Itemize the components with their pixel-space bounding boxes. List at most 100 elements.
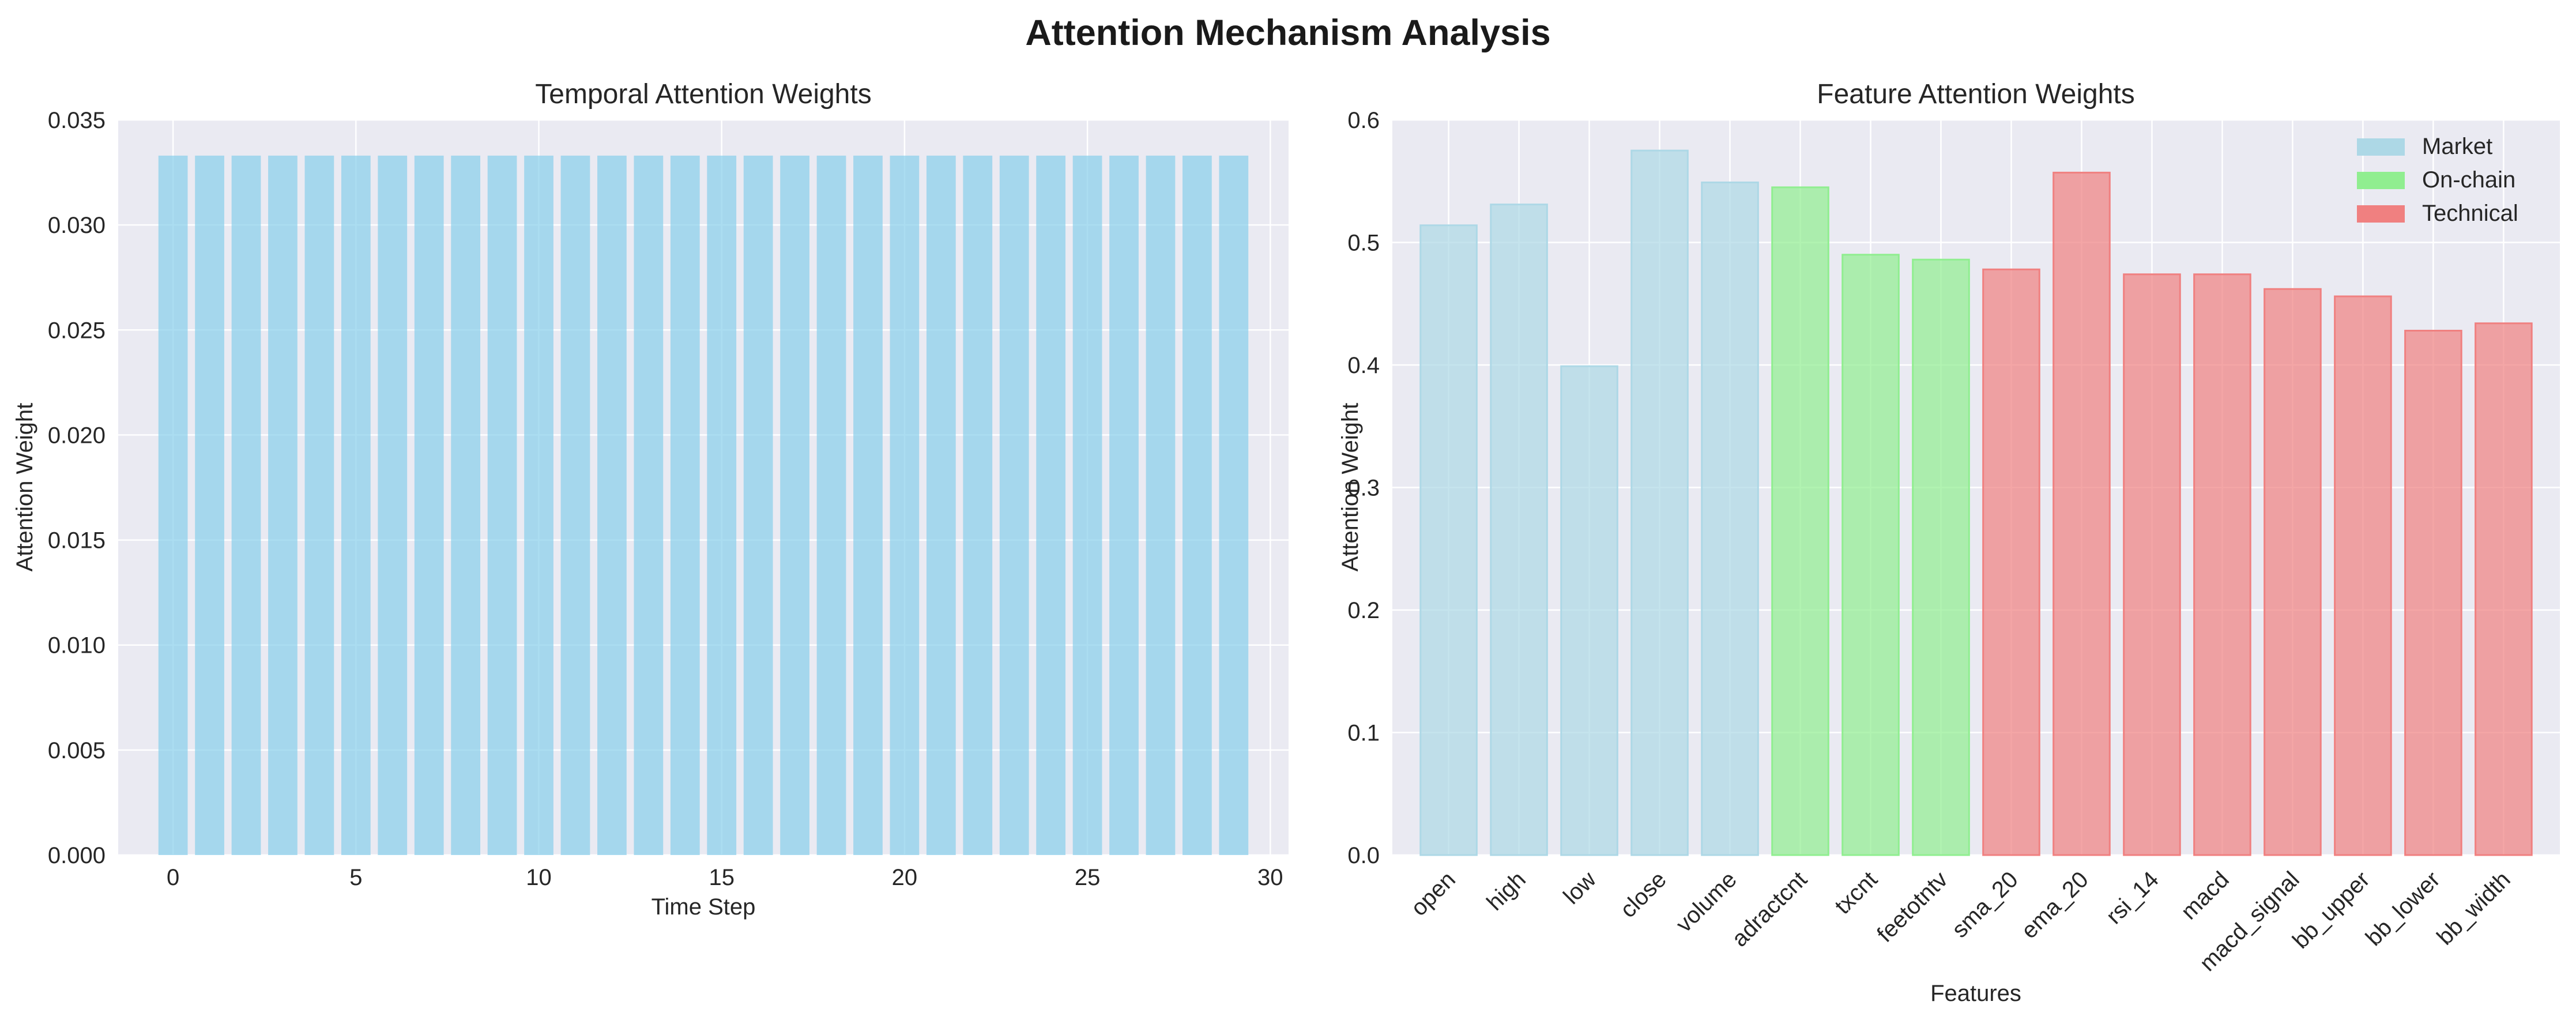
feature-bar-bb-lower bbox=[2404, 330, 2462, 856]
temporal-bar bbox=[414, 155, 444, 855]
feature-x-axis-label: Features bbox=[1930, 981, 2021, 1006]
feature-x-tick-label: high bbox=[1482, 867, 1531, 916]
temporal-bar bbox=[926, 155, 956, 855]
temporal-x-tick-label: 5 bbox=[349, 865, 362, 890]
temporal-bar bbox=[158, 155, 188, 855]
temporal-bar bbox=[195, 155, 224, 855]
figure-title: Attention Mechanism Analysis bbox=[1025, 13, 1550, 53]
temporal-y-tick-label: 0.025 bbox=[48, 318, 106, 343]
feature-bar-open bbox=[1419, 224, 1478, 856]
feature-bar-sma-20 bbox=[1982, 268, 2040, 856]
feature-bar-adractcnt bbox=[1771, 186, 1829, 856]
temporal-bar bbox=[963, 155, 993, 855]
feature-y-tick-label: 0.0 bbox=[1347, 843, 1380, 868]
temporal-bar bbox=[670, 155, 700, 855]
feature-y-axis-label: Attention Weight bbox=[1338, 403, 1363, 572]
legend-swatch-market bbox=[2357, 138, 2405, 156]
feature-x-tick-label: ema_20 bbox=[2017, 867, 2093, 943]
temporal-bar bbox=[597, 155, 627, 855]
temporal-bar bbox=[231, 155, 261, 855]
temporal-attention-chart: 0.000 0.005 0.010 0.015 0.020 0.025 0.030 0.035… bbox=[12, 79, 1289, 920]
feature-x-tick-label: adractcnt bbox=[1727, 867, 1812, 951]
temporal-bar bbox=[1036, 155, 1066, 855]
temporal-x-axis-label: Time Step bbox=[651, 894, 756, 920]
temporal-bar bbox=[780, 155, 809, 855]
legend-label: Technical bbox=[2422, 201, 2518, 226]
temporal-bar bbox=[743, 155, 773, 855]
temporal-bar bbox=[487, 155, 517, 855]
feature-attention-chart: 0.0 0.1 0.2 0.3 0.4 0.5 0.6 open high low close vo… bbox=[1338, 79, 2560, 1006]
temporal-bar bbox=[560, 155, 590, 855]
temporal-bar bbox=[1219, 155, 1249, 855]
temporal-y-tick-label: 0.020 bbox=[48, 423, 106, 448]
temporal-chart-title: Temporal Attention Weights bbox=[535, 79, 871, 110]
feature-x-tick-label: feetotntv bbox=[1872, 867, 1953, 947]
temporal-bar bbox=[451, 155, 481, 855]
feature-bar-macd-signal bbox=[2264, 288, 2322, 856]
feature-bar-ema-20 bbox=[2052, 171, 2111, 856]
feature-x-tick-label: bb_lower bbox=[2361, 867, 2445, 951]
temporal-y-tick-label: 0.005 bbox=[48, 738, 106, 763]
feature-x-tick-label: low bbox=[1558, 867, 1601, 909]
feature-bar-feetotntv bbox=[1912, 258, 1970, 856]
temporal-x-tick-label: 25 bbox=[1075, 865, 1101, 890]
temporal-y-tick-label: 0.010 bbox=[48, 633, 106, 658]
feature-x-tick-label: bb_upper bbox=[2288, 867, 2375, 954]
temporal-bar bbox=[378, 155, 408, 855]
feature-bar-high bbox=[1490, 204, 1548, 856]
temporal-bar bbox=[1182, 155, 1212, 855]
temporal-x-tick-label: 10 bbox=[526, 865, 552, 890]
temporal-bar bbox=[634, 155, 664, 855]
feature-x-tick-label: sma_20 bbox=[1947, 867, 2023, 943]
temporal-bar bbox=[304, 155, 334, 855]
temporal-x-tick-label: 15 bbox=[709, 865, 735, 890]
feature-x-tick-label: macd bbox=[2176, 867, 2234, 924]
legend-label: Market bbox=[2422, 134, 2492, 159]
temporal-bar bbox=[524, 155, 553, 855]
temporal-x-tick-label: 30 bbox=[1257, 865, 1283, 890]
feature-x-tick-label: txcnt bbox=[1830, 867, 1882, 919]
temporal-bar bbox=[1109, 155, 1139, 855]
feature-bar-bb-upper bbox=[2334, 295, 2392, 856]
feature-y-tick-label: 0.1 bbox=[1347, 721, 1380, 746]
feature-bar-low bbox=[1560, 365, 1618, 856]
temporal-y-tick-label: 0.000 bbox=[48, 843, 106, 868]
feature-y-tick-label: 0.4 bbox=[1347, 353, 1380, 378]
feature-bar-close bbox=[1630, 149, 1689, 856]
feature-bar-txcnt bbox=[1841, 254, 1900, 856]
temporal-bar bbox=[268, 155, 297, 855]
temporal-x-tick-label: 20 bbox=[892, 865, 918, 890]
temporal-bar bbox=[707, 155, 737, 855]
feature-y-tick-label: 0.2 bbox=[1347, 598, 1380, 623]
legend-label: On-chain bbox=[2422, 167, 2515, 193]
feature-chart-title: Feature Attention Weights bbox=[1817, 79, 2134, 110]
feature-bar-volume bbox=[1701, 181, 1759, 856]
feature-x-tick-label: rsi_14 bbox=[2102, 867, 2164, 929]
feature-x-tick-label: volume bbox=[1671, 867, 1742, 937]
temporal-y-tick-label: 0.015 bbox=[48, 528, 106, 554]
feature-y-tick-label: 0.3 bbox=[1347, 476, 1380, 501]
temporal-bar bbox=[853, 155, 883, 855]
feature-bar-rsi-14 bbox=[2123, 273, 2181, 856]
feature-y-tick-label: 0.5 bbox=[1347, 231, 1380, 256]
temporal-bar bbox=[890, 155, 920, 855]
feature-y-tick-label: 0.6 bbox=[1347, 108, 1380, 133]
feature-bar-bb-width bbox=[2475, 322, 2533, 856]
legend-swatch-technical bbox=[2357, 205, 2405, 223]
temporal-y-tick-label: 0.030 bbox=[48, 213, 106, 238]
temporal-y-axis-label: Attention Weight bbox=[12, 403, 37, 572]
temporal-bar bbox=[999, 155, 1029, 855]
feature-x-tick-label: open bbox=[1406, 867, 1460, 921]
temporal-bar bbox=[1146, 155, 1176, 855]
legend-swatch-on-chain bbox=[2357, 172, 2405, 189]
temporal-bar bbox=[341, 155, 371, 855]
feature-x-tick-label: close bbox=[1615, 867, 1671, 923]
temporal-x-tick-label: 0 bbox=[167, 865, 179, 890]
temporal-bar bbox=[816, 155, 846, 855]
feature-legend: Market On-chain Technical bbox=[2357, 134, 2518, 226]
feature-x-tick-label: bb_width bbox=[2432, 867, 2515, 950]
temporal-bar bbox=[1072, 155, 1102, 855]
feature-bar-macd bbox=[2193, 273, 2251, 856]
temporal-y-tick-label: 0.035 bbox=[48, 108, 106, 133]
